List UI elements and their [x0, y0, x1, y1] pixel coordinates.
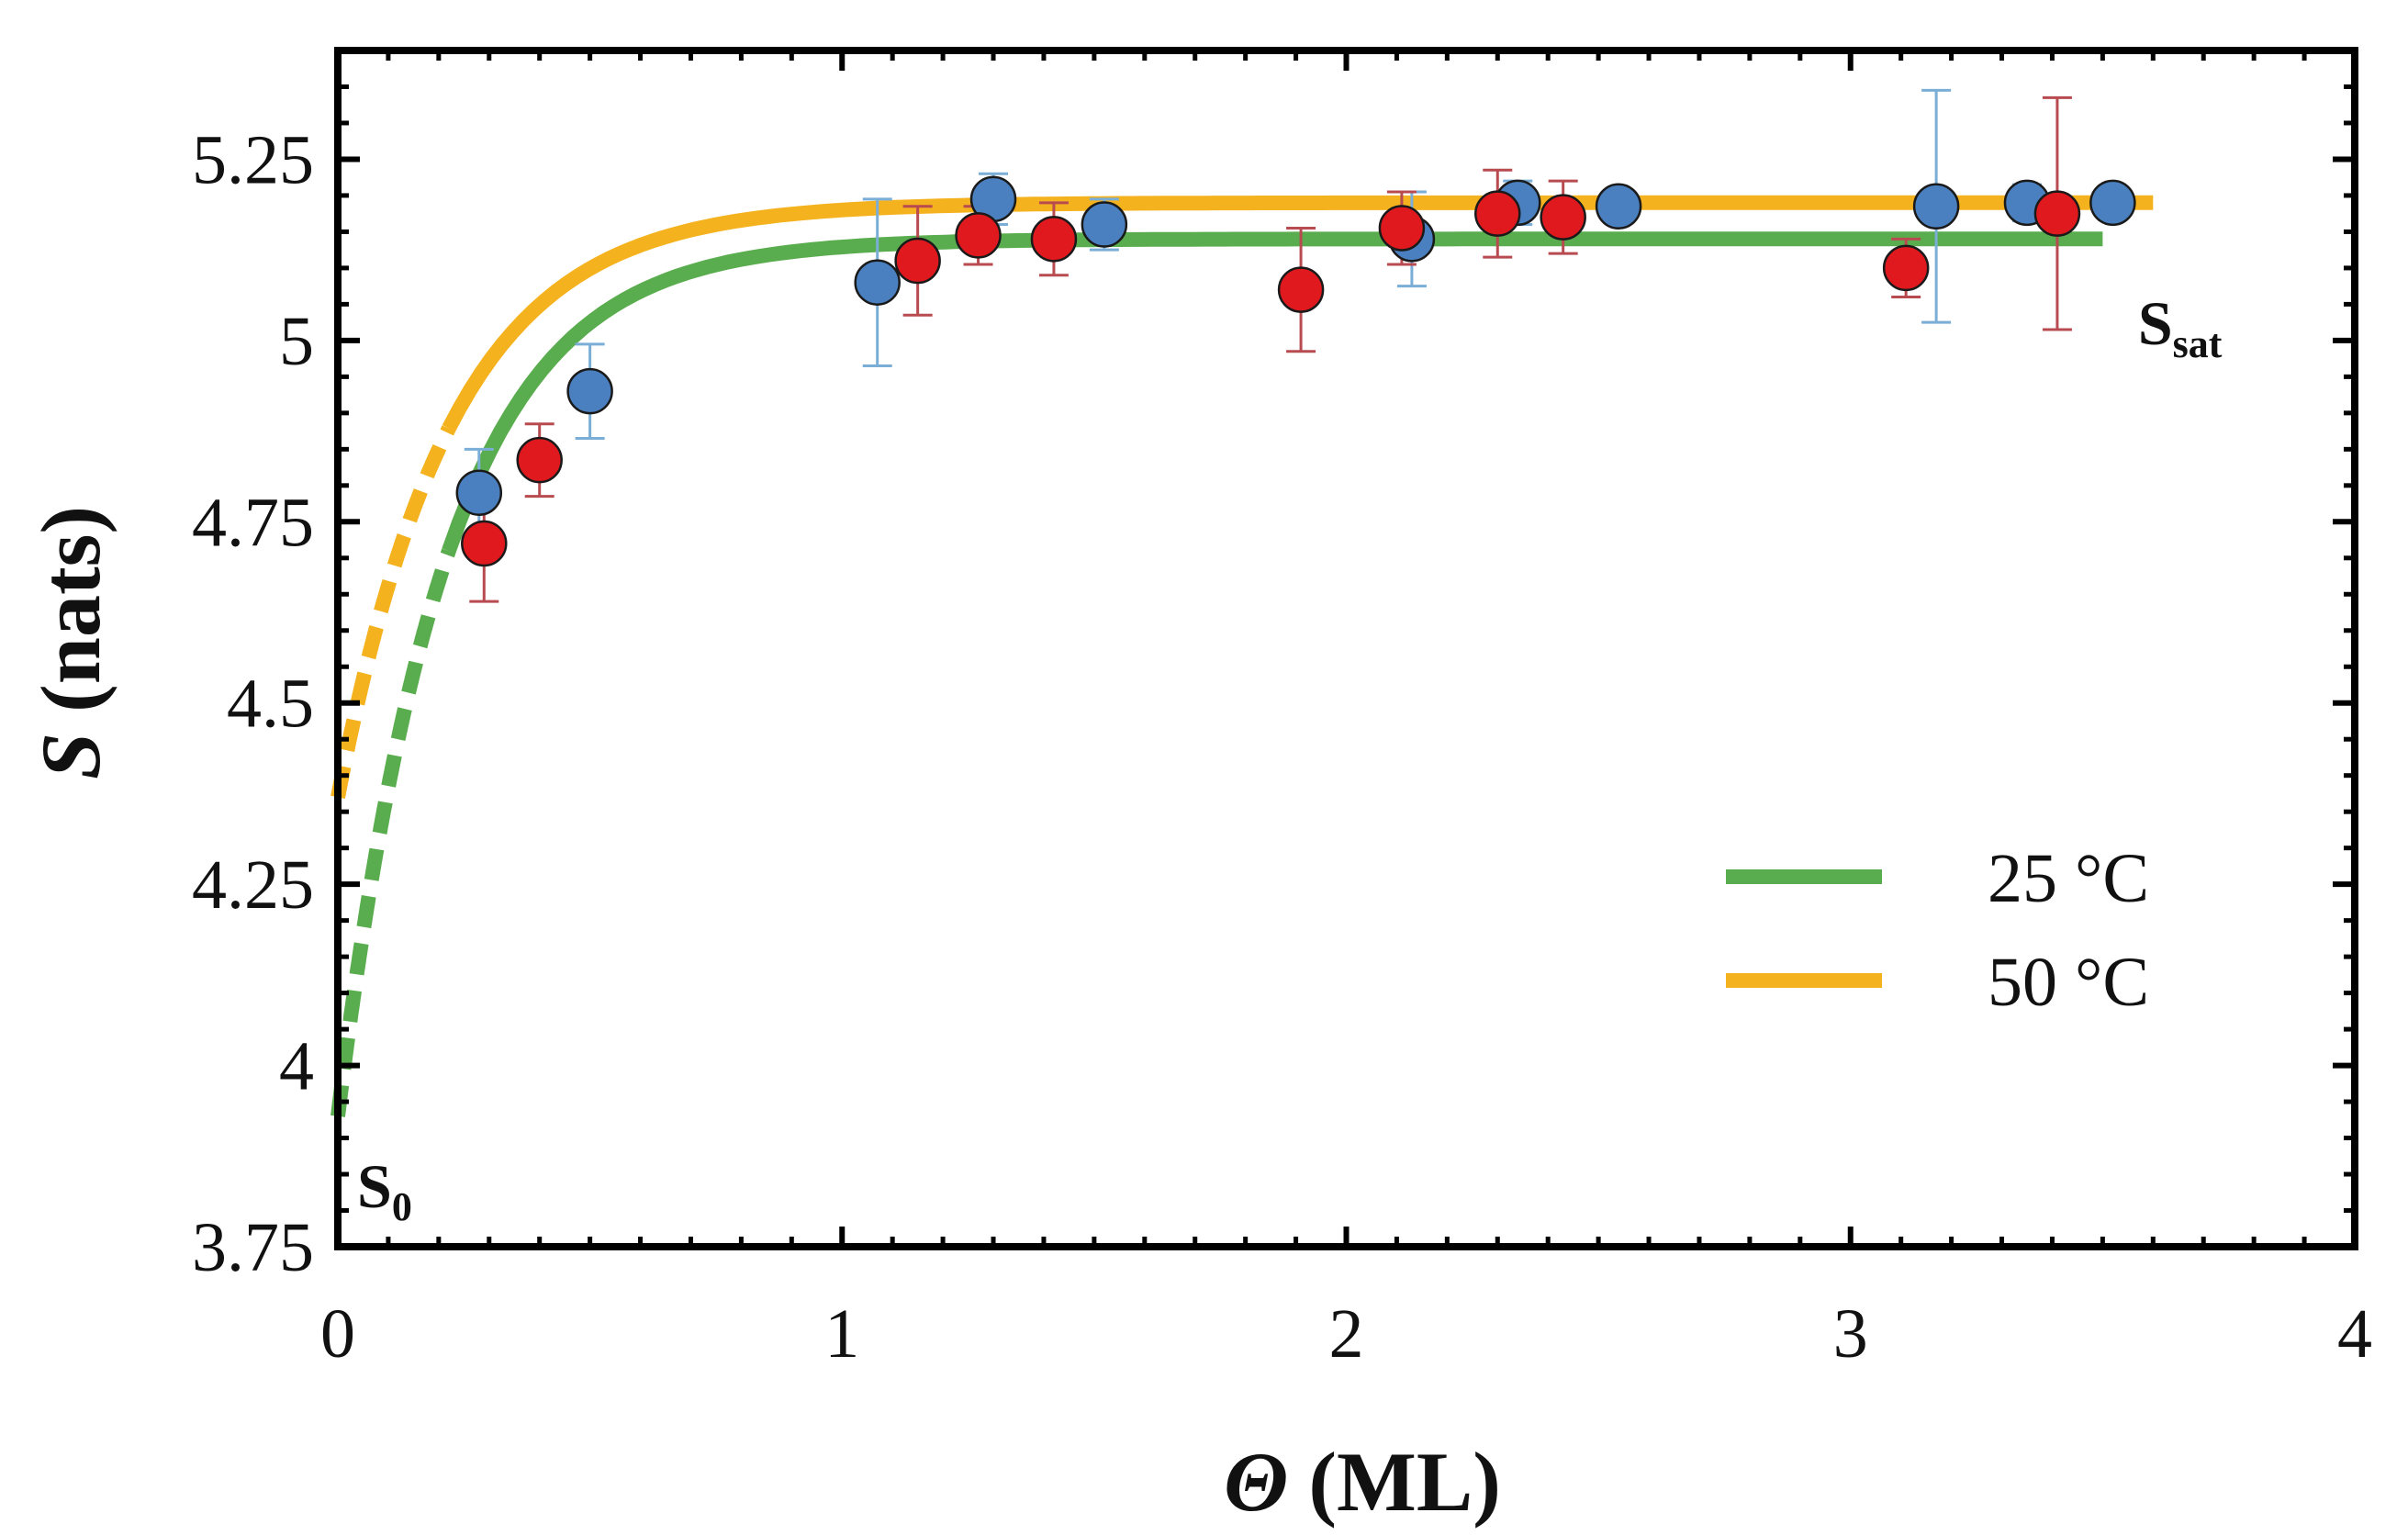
ssat-symbol: S: [2138, 288, 2173, 358]
ssat-annotation: Ssat: [2138, 288, 2223, 366]
y-tick-label: 5.25: [192, 121, 314, 198]
fit-curve-solid: [442, 195, 2154, 432]
data-point: [1081, 201, 1128, 248]
data-point: [894, 237, 941, 285]
y-tick-labels: 3.75 4 4.25 4.5 4.75 5 5.25: [192, 121, 314, 1286]
legend: 25 °C 50 °C: [1726, 840, 2149, 1021]
fit-curve-dashed: [330, 548, 456, 1117]
s0-annotation: S0: [357, 1151, 412, 1229]
data-point: [461, 520, 508, 567]
data-point: [854, 259, 901, 306]
data-point: [1912, 183, 1960, 230]
legend-label-50c: 50 °C: [1988, 944, 2149, 1021]
y-tick-label: 4.75: [192, 484, 314, 561]
data-point: [955, 212, 1002, 259]
data-point: [2089, 179, 2136, 227]
fit-curves: [330, 195, 2154, 1117]
x-tick-label: 3: [1833, 1295, 1868, 1373]
y-axis-title: S (nats): [24, 506, 118, 779]
data-point: [566, 367, 613, 415]
s0-symbol: S: [357, 1151, 392, 1221]
y-tick-label: 4.25: [192, 846, 314, 924]
y-tick-label: 4: [279, 1028, 314, 1105]
x-axis-symbol: Θ: [1224, 1435, 1288, 1529]
data-points: [455, 175, 2136, 567]
y-tick-label: 5: [279, 303, 314, 380]
x-axis-title: Θ (ML): [1224, 1435, 1501, 1529]
data-point: [1540, 194, 1586, 241]
data-point: [1595, 183, 1642, 230]
fit-curve-dashed: [330, 425, 456, 800]
data-point: [1882, 244, 1930, 292]
data-point: [1378, 205, 1426, 252]
y-tick-label: 3.75: [192, 1209, 314, 1286]
x-tick-label: 4: [2337, 1295, 2372, 1373]
legend-label-25c: 25 °C: [1988, 840, 2149, 917]
x-tick-labels: 0 1 2 3 4: [320, 1295, 2372, 1373]
error-bars: [464, 88, 2072, 603]
x-tick-label: 1: [824, 1295, 859, 1373]
data-point: [1030, 216, 1078, 263]
data-point: [1277, 266, 1325, 313]
axes: 3.75 4 4.25 4.5 4.75 5 5.25 0 1 2 3 4: [192, 47, 2372, 1373]
y-axis-symbol: S: [24, 733, 118, 779]
data-point: [516, 436, 563, 484]
tick-marks: [335, 48, 2358, 1249]
y-tick-label: 4.5: [227, 666, 314, 743]
data-point: [1474, 190, 1521, 237]
x-axis-unit: (ML): [1308, 1435, 1500, 1529]
x-tick-label: 0: [320, 1295, 355, 1373]
ssat-subscript: sat: [2173, 321, 2223, 366]
data-point: [2033, 190, 2081, 237]
s0-subscript: 0: [392, 1184, 412, 1229]
fit-curve-solid: [442, 231, 2103, 554]
data-point: [455, 469, 503, 516]
x-tick-label: 2: [1329, 1295, 1364, 1373]
y-axis-unit: (nats): [24, 506, 118, 712]
